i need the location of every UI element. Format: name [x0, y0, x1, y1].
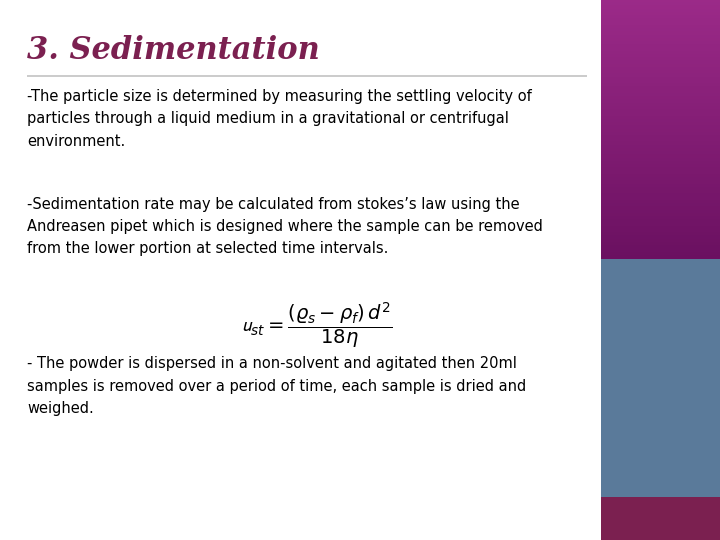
Bar: [629, 340, 681, 352]
Circle shape: [645, 326, 664, 345]
Text: $\mathcal{u}_{st} = \dfrac{(\varrho_s - \rho_f)\, d^2}{18\eta}$: $\mathcal{u}_{st} = \dfrac{(\varrho_s - …: [241, 300, 392, 350]
Bar: [638, 347, 671, 478]
Text: -The particle size is determined by measuring the settling velocity of
particles: -The particle size is determined by meas…: [27, 89, 532, 148]
Text: -Sedimentation rate may be calculated from stokes’s law using the
Andreasen pipe: -Sedimentation rate may be calculated fr…: [27, 197, 543, 256]
Bar: [634, 473, 676, 490]
Text: - The powder is dispersed in a non-solvent and agitated then 20ml
samples is rem: - The powder is dispersed in a non-solve…: [27, 356, 526, 416]
Bar: [652, 259, 657, 326]
Text: 3. Sedimentation: 3. Sedimentation: [27, 35, 320, 66]
